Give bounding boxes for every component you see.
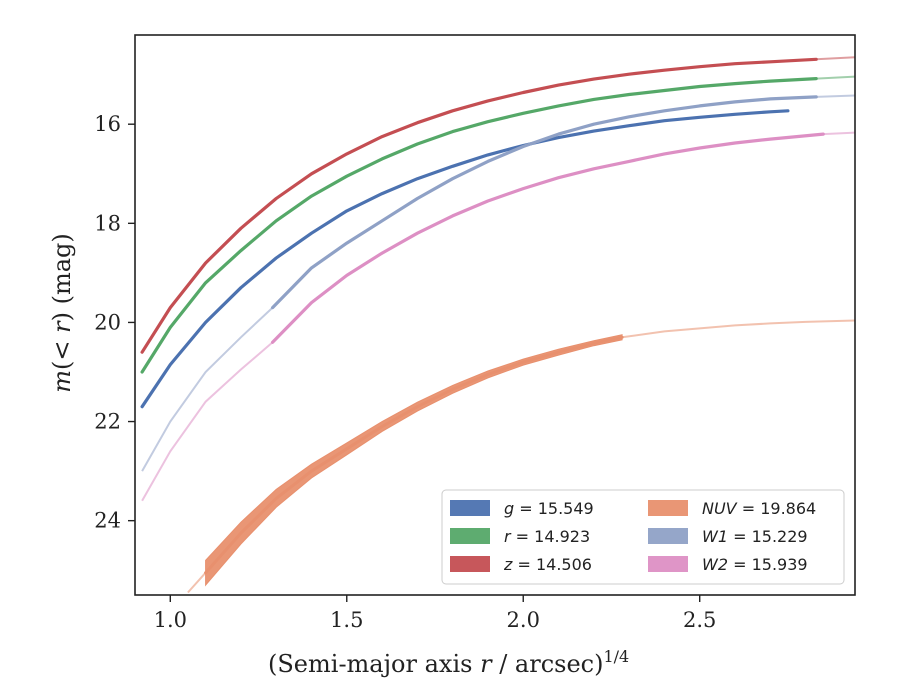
- axes-frame: [134, 34, 856, 596]
- y-axis: 16 18 20 22 24: [94, 112, 135, 533]
- legend-swatch-w1: [648, 528, 688, 544]
- legend-label-w2: W2 = 15.939: [702, 555, 808, 574]
- y-tick-label: 18: [94, 211, 121, 235]
- legend-swatch-nuv: [648, 500, 688, 516]
- series-w1-extension-outer: [816, 94, 855, 98]
- series-nuv-line: [204, 335, 624, 575]
- series-w1-extension: [141, 306, 274, 472]
- x-tick-label: 1.5: [330, 608, 363, 632]
- x-axis: 1.0 1.5 2.0 2.5: [154, 595, 716, 632]
- legend-label-w1: W1 = 15.229: [702, 527, 808, 546]
- y-tick-label: 16: [94, 112, 121, 136]
- series-r-line: [140, 77, 818, 374]
- legend-label-g: g = 15.549: [504, 499, 594, 518]
- series-z-line: [140, 57, 818, 354]
- y-tick-label: 22: [94, 410, 121, 434]
- series-r-extension: [816, 75, 855, 80]
- x-axis-label: (Semi-major axis r / arcsec)1/4: [268, 647, 629, 678]
- legend-box: [441, 489, 845, 585]
- series-w2-line: [271, 132, 825, 344]
- series-w2-extension-outer: [823, 131, 855, 136]
- series-w1-line: [271, 95, 818, 310]
- plot-area: [140, 56, 855, 594]
- legend-swatch-z: [450, 556, 490, 572]
- series-z-extension: [816, 56, 855, 61]
- legend-swatch-w2: [648, 556, 688, 572]
- legend-label-nuv: NUV = 19.864: [702, 499, 816, 518]
- series-nuv-extension-inner: [187, 572, 207, 594]
- y-axis-label: m(< r) (mag): [48, 233, 76, 393]
- x-tick-label: 2.0: [507, 608, 540, 632]
- series-nuv-extension-outer: [621, 319, 855, 339]
- series-w2-extension: [141, 341, 274, 502]
- y-tick-label: 24: [94, 509, 121, 533]
- x-tick-label: 1.0: [154, 608, 187, 632]
- legend-label-z: z = 14.506: [503, 555, 592, 574]
- y-tick-label: 20: [94, 310, 121, 334]
- series-g-line: [140, 109, 790, 409]
- series-nuv-band: [205, 334, 623, 587]
- legend-swatch-g: [450, 500, 490, 516]
- legend: g = 15.549 r = 14.923 z = 14.506 NUV = 19.8…: [441, 489, 845, 585]
- legend-label-r: r = 14.923: [504, 527, 590, 546]
- x-tick-label: 2.5: [683, 608, 716, 632]
- legend-swatch-r: [450, 528, 490, 544]
